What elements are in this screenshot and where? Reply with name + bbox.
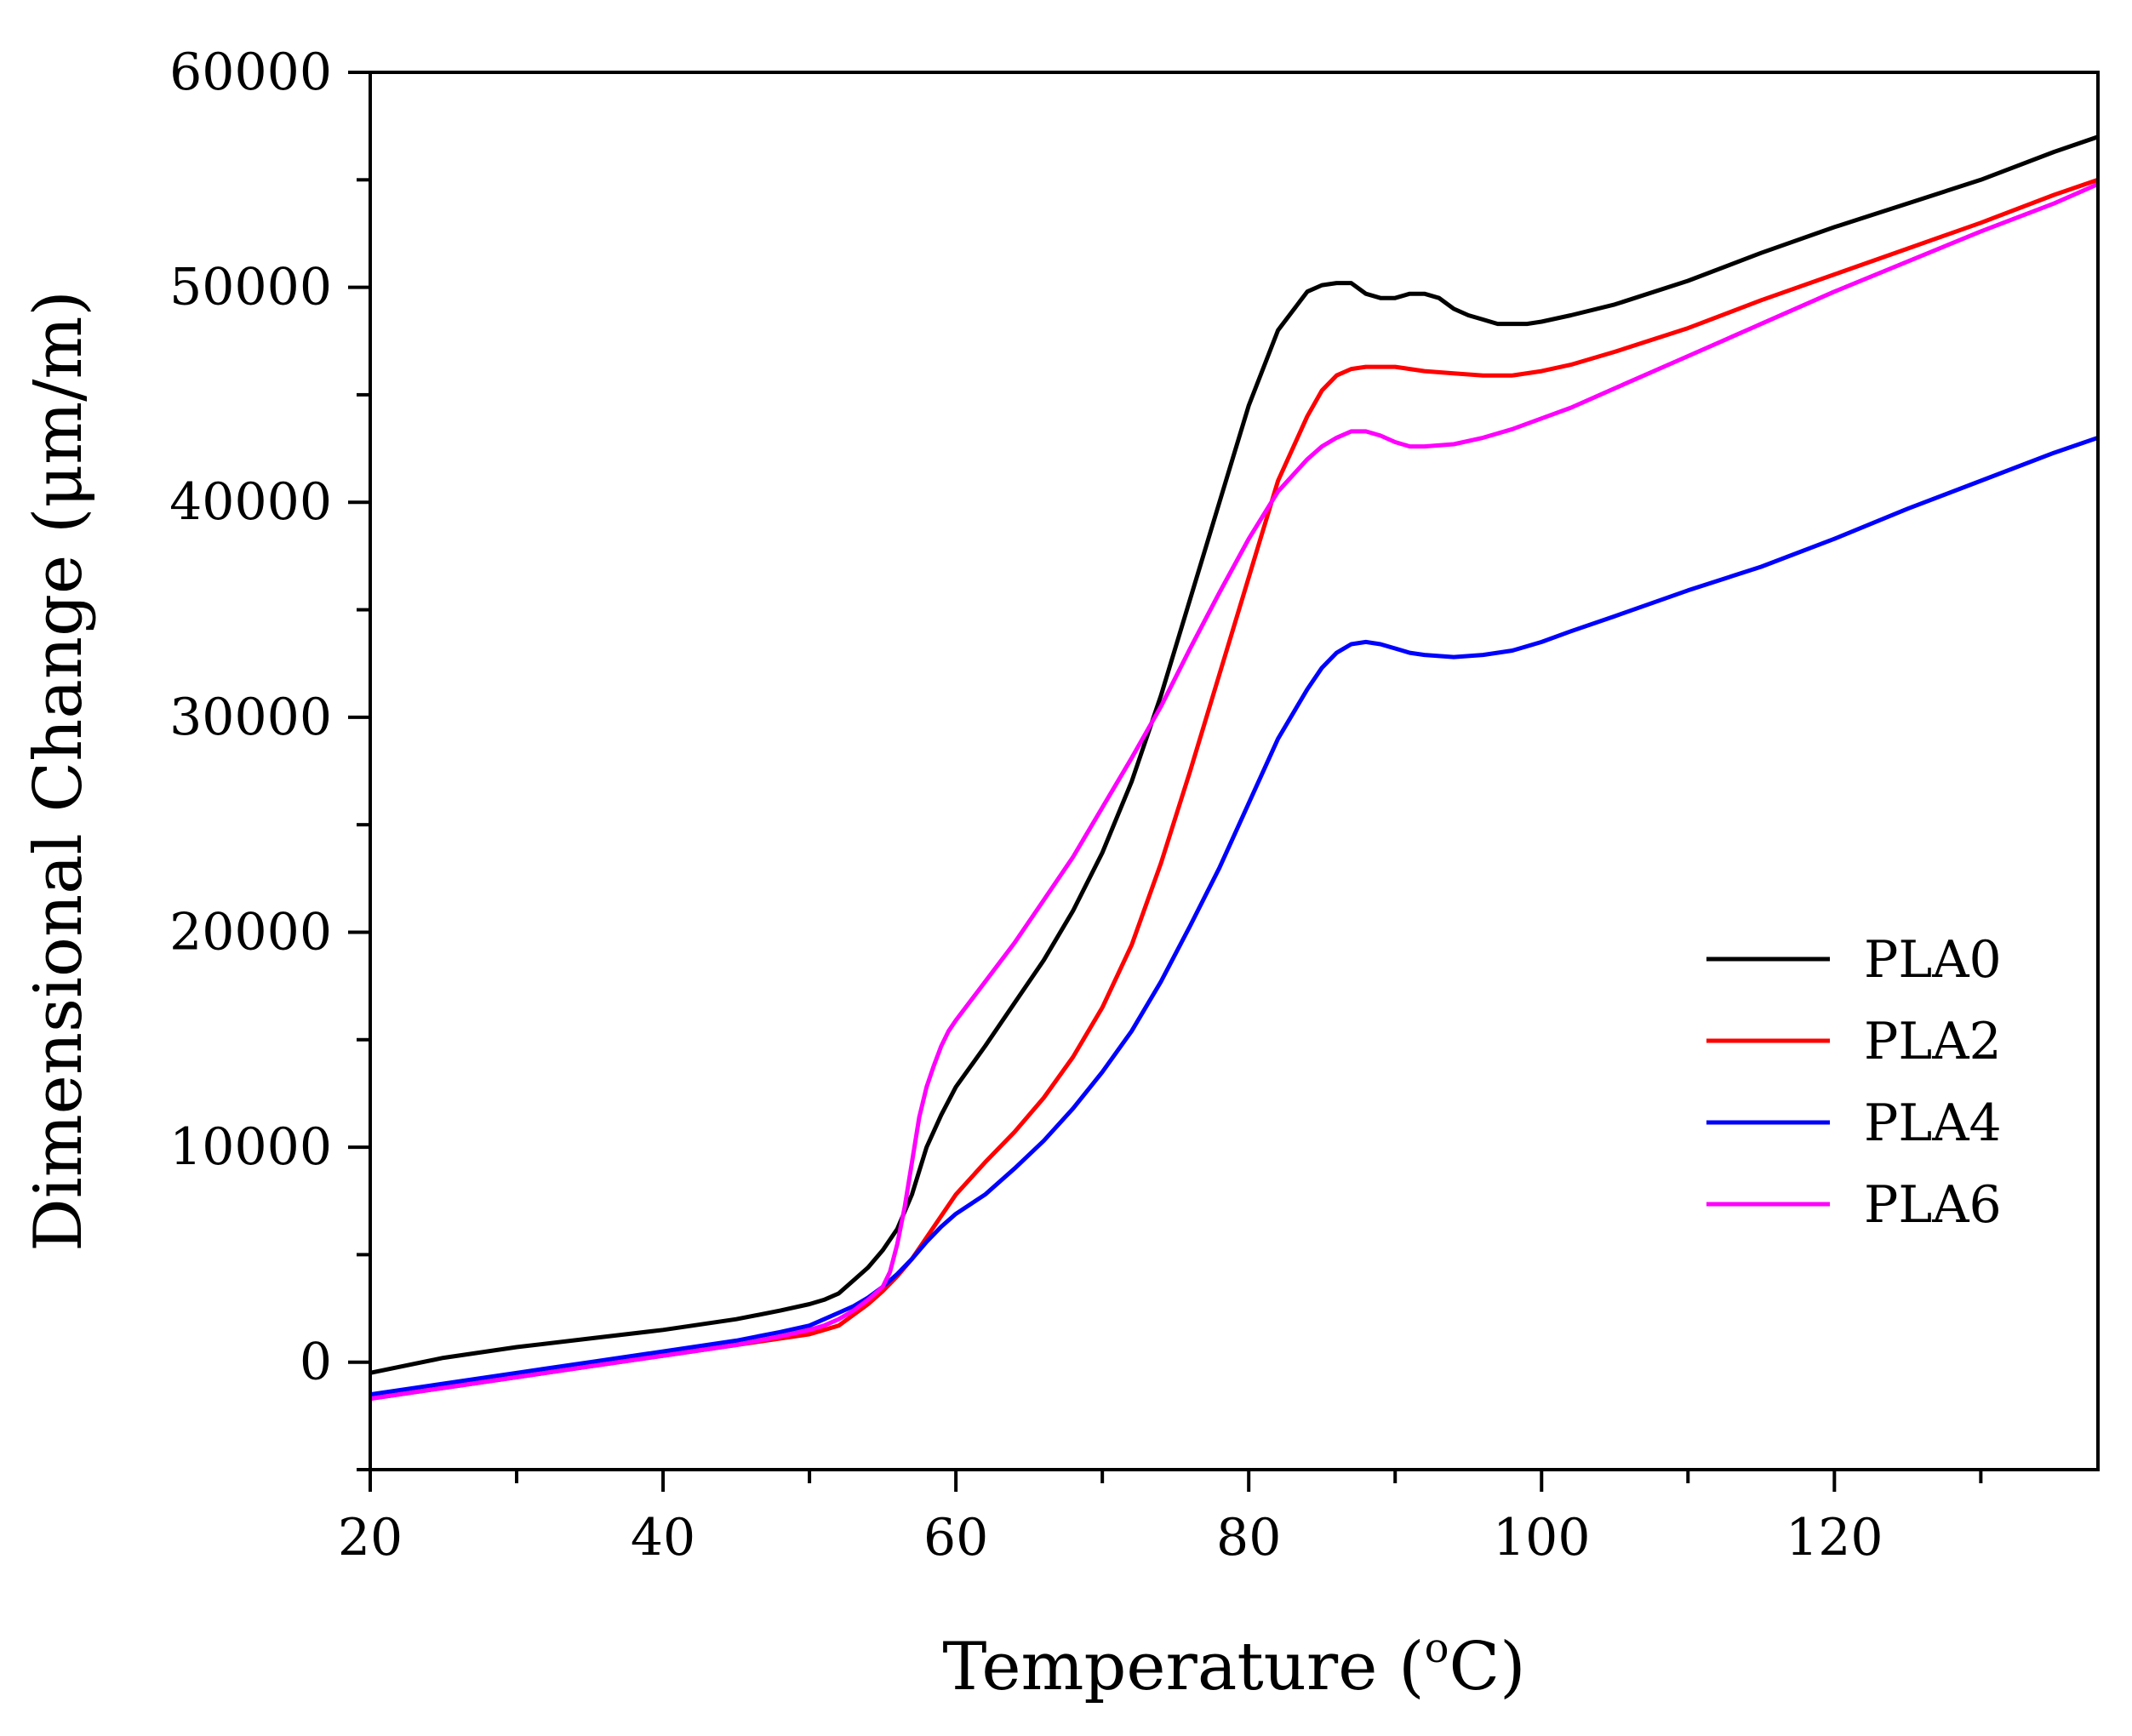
y-tick-label: 20000	[169, 902, 332, 962]
legend-label-pla6: PLA6	[1864, 1175, 2002, 1235]
series-line-pla0	[370, 134, 2098, 1375]
x-axis-title: Temperature (oC)	[942, 1625, 1525, 1705]
series-line-pla6	[370, 181, 2098, 1402]
y-tick-label: 0	[300, 1333, 332, 1392]
x-tick-label: 120	[1786, 1508, 1883, 1568]
plot-frame	[369, 71, 2100, 1471]
plot-lines	[370, 134, 2098, 1402]
legend-label-pla2: PLA2	[1864, 1012, 2002, 1071]
x-axis-ticks: 20 40 60 80 100 120	[338, 1470, 1983, 1568]
x-axis-title-superscript: o	[1425, 1625, 1449, 1672]
series-line-pla2	[370, 177, 2098, 1402]
x-tick-label: 40	[631, 1508, 695, 1568]
legend-label-pla0: PLA0	[1864, 930, 2002, 990]
x-tick-label: 60	[923, 1508, 988, 1568]
y-axis-title: Dimensional Change (μm/m)	[20, 290, 97, 1252]
legend: PLA0 PLA2 PLA4 PLA6	[1706, 930, 2002, 1235]
series-line-pla4	[370, 435, 2098, 1397]
x-tick-label: 100	[1493, 1508, 1591, 1568]
y-tick-label: 10000	[169, 1117, 332, 1177]
x-axis-title-tail: C)	[1449, 1629, 1526, 1705]
y-tick-label: 30000	[169, 688, 332, 747]
y-tick-label: 40000	[169, 472, 332, 532]
y-tick-label: 60000	[169, 43, 332, 102]
y-axis-ticks: 0 10000 20000 30000 40000 50000 60000	[169, 43, 370, 1471]
x-axis-title-main: Temperature (	[942, 1629, 1424, 1705]
x-tick-label: 80	[1216, 1508, 1281, 1568]
x-tick-label: 20	[338, 1508, 403, 1568]
legend-label-pla4: PLA4	[1864, 1094, 2002, 1153]
y-tick-label: 50000	[169, 258, 332, 317]
